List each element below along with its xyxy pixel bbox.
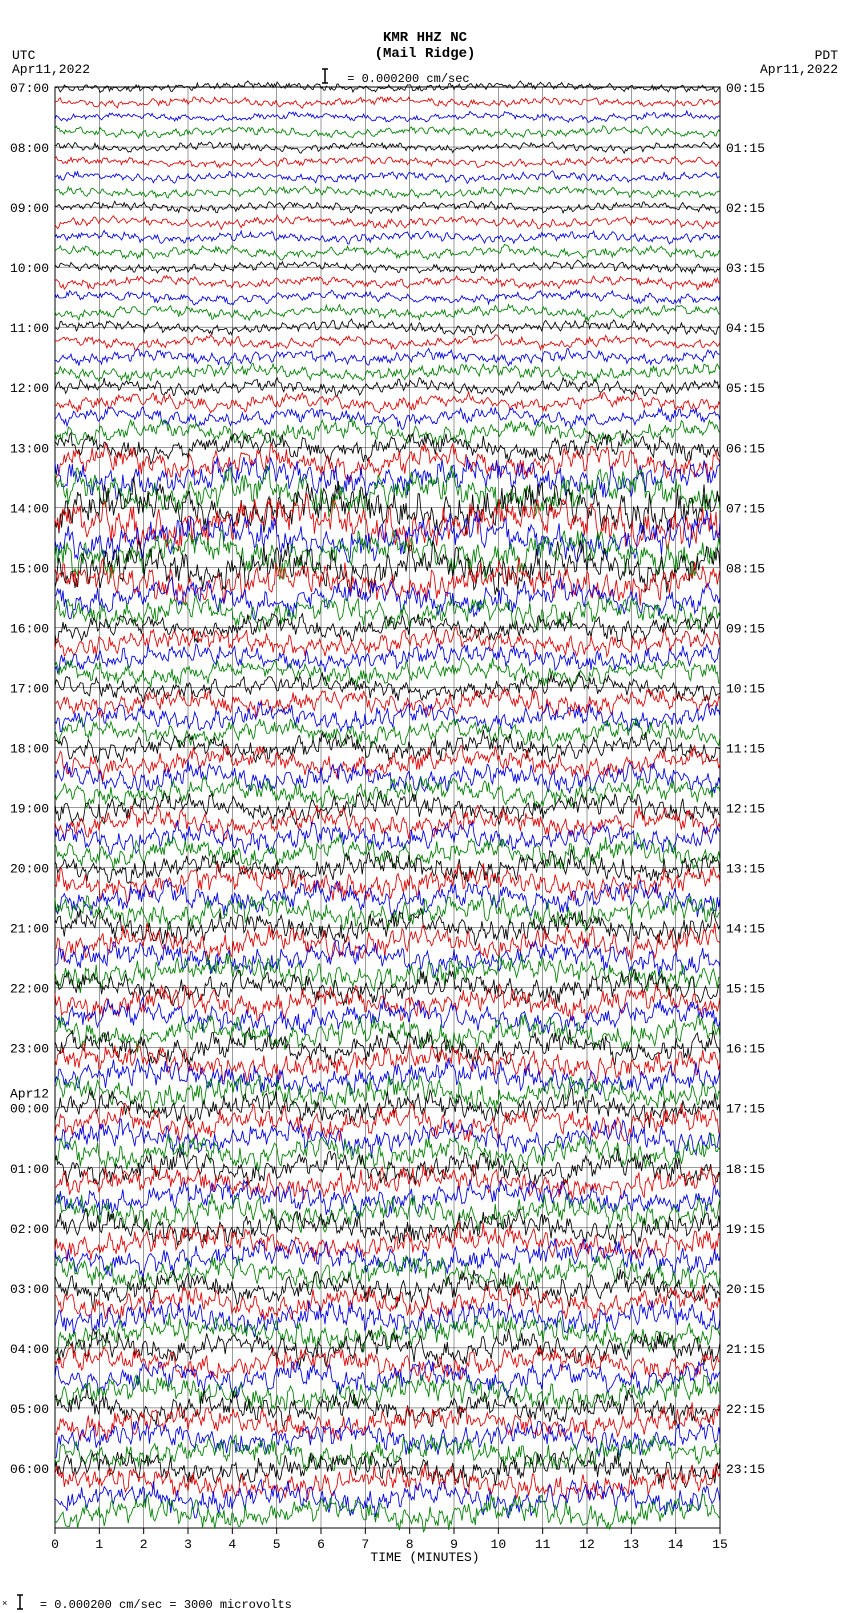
svg-text:08:00: 08:00 [10, 141, 49, 156]
svg-text:10:00: 10:00 [10, 261, 49, 276]
svg-text:21:15: 21:15 [726, 1342, 765, 1357]
svg-text:09:15: 09:15 [726, 621, 765, 636]
svg-text:20:00: 20:00 [10, 862, 49, 877]
svg-text:06:15: 06:15 [726, 441, 765, 456]
svg-text:07:00: 07:00 [10, 81, 49, 96]
svg-text:Apr12: Apr12 [10, 1087, 49, 1102]
svg-text:04:15: 04:15 [726, 321, 765, 336]
svg-text:18:15: 18:15 [726, 1162, 765, 1177]
svg-text:14:00: 14:00 [10, 501, 49, 516]
svg-text:23:15: 23:15 [726, 1462, 765, 1477]
svg-text:00:15: 00:15 [726, 81, 765, 96]
svg-text:22:00: 22:00 [10, 982, 49, 997]
svg-text:02:00: 02:00 [10, 1222, 49, 1237]
svg-text:09:00: 09:00 [10, 201, 49, 216]
x-axis-label: TIME (MINUTES) [0, 1550, 850, 1565]
svg-text:19:15: 19:15 [726, 1222, 765, 1237]
svg-text:15:15: 15:15 [726, 982, 765, 997]
svg-text:10:15: 10:15 [726, 681, 765, 696]
svg-text:17:00: 17:00 [10, 681, 49, 696]
svg-text:02:15: 02:15 [726, 201, 765, 216]
svg-text:11:15: 11:15 [726, 741, 765, 756]
svg-text:05:15: 05:15 [726, 381, 765, 396]
scale-bar-bottom: × = 0.000200 cm/sec = 3000 microvolts [2, 1590, 292, 1612]
svg-text:06:00: 06:00 [10, 1462, 49, 1477]
svg-text:15:00: 15:00 [10, 561, 49, 576]
seismogram-plot: KMR HHZ NC (Mail Ridge) UTC Apr11,2022 P… [0, 0, 850, 1613]
svg-text:08:15: 08:15 [726, 561, 765, 576]
svg-text:14:15: 14:15 [726, 922, 765, 937]
svg-text:05:00: 05:00 [10, 1402, 49, 1417]
svg-text:03:00: 03:00 [10, 1282, 49, 1297]
svg-text:12:15: 12:15 [726, 802, 765, 817]
svg-text:16:15: 16:15 [726, 1042, 765, 1057]
svg-text:22:15: 22:15 [726, 1402, 765, 1417]
svg-text:16:00: 16:00 [10, 621, 49, 636]
svg-text:03:15: 03:15 [726, 261, 765, 276]
svg-text:21:00: 21:00 [10, 922, 49, 937]
svg-text:07:15: 07:15 [726, 501, 765, 516]
svg-text:13:00: 13:00 [10, 441, 49, 456]
seismogram-svg: 012345678910111213141507:0000:1508:0001:… [0, 0, 850, 1613]
svg-text:12:00: 12:00 [10, 381, 49, 396]
svg-text:17:15: 17:15 [726, 1102, 765, 1117]
svg-text:01:00: 01:00 [10, 1162, 49, 1177]
svg-text:18:00: 18:00 [10, 741, 49, 756]
scale-bottom-text: = 0.000200 cm/sec = 3000 microvolts [40, 1598, 292, 1612]
svg-text:23:00: 23:00 [10, 1042, 49, 1057]
svg-text:11:00: 11:00 [10, 321, 49, 336]
svg-text:13:15: 13:15 [726, 862, 765, 877]
svg-text:04:00: 04:00 [10, 1342, 49, 1357]
svg-text:00:00: 00:00 [10, 1102, 49, 1117]
svg-text:01:15: 01:15 [726, 141, 765, 156]
svg-text:19:00: 19:00 [10, 802, 49, 817]
svg-text:20:15: 20:15 [726, 1282, 765, 1297]
